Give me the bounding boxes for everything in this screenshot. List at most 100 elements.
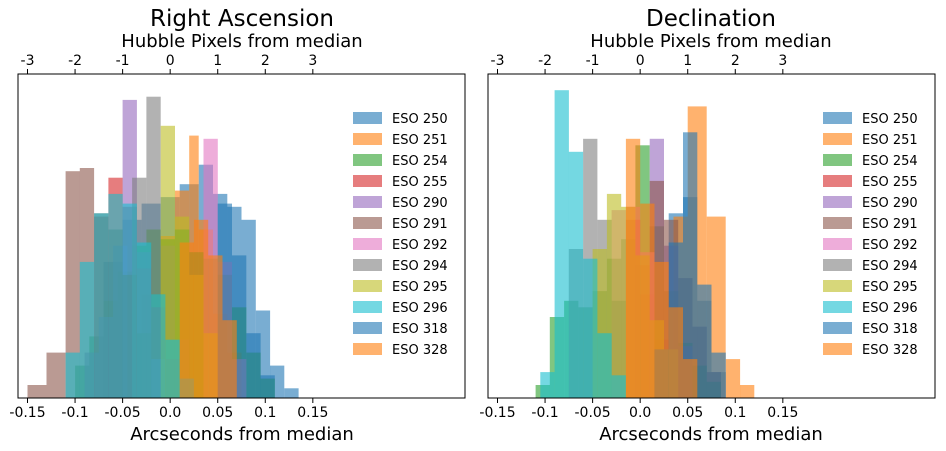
ra-bar-eso-296-5 [136, 242, 152, 398]
dec-x-tick-label-4: 0.05 [672, 405, 703, 421]
dec-legend-swatch-8 [823, 280, 852, 292]
ra-bar-eso-318-3 [260, 375, 275, 398]
dec-legend-label-11: ESO 328 [862, 343, 918, 358]
ra-legend-label-0: ESO 250 [392, 112, 448, 127]
dec-bar-eso-296-5 [611, 375, 626, 398]
ra-top-tick-label-1: -2 [68, 53, 82, 69]
ra-legend-label-8: ESO 295 [392, 280, 448, 295]
ra-x-tick-label-2: -0.05 [104, 405, 140, 421]
ra-legend-swatch-4 [353, 196, 382, 208]
dec-bar-eso-328-3 [668, 307, 683, 398]
ra-bar-eso-328-0 [179, 242, 194, 398]
dec-legend-label-8: ESO 295 [862, 280, 918, 295]
dec-legend-label-3: ESO 255 [862, 175, 918, 190]
dec-x-axis-label: Arcseconds from median [599, 424, 823, 445]
ra-legend-label-3: ESO 255 [392, 175, 448, 190]
dec-bar-eso-296-2 [568, 151, 584, 398]
ra-top-tick-label-0: -3 [21, 53, 35, 69]
dec-ticks: -0.15 -0.1 -0.05 0.0 0.05 0.1 0.15 -3 -2 -1 0 1 2 3 [479, 53, 798, 421]
ra-legend-label-10: ESO 318 [392, 322, 448, 337]
ra-x-tick-label-3: 0.0 [159, 405, 181, 421]
ra-legend-label-9: ESO 296 [392, 301, 448, 316]
ra-legend-label-5: ESO 291 [392, 217, 448, 232]
ra-legend-swatch-0 [353, 112, 382, 124]
dec-bar-eso-251-4 [740, 385, 755, 398]
ra-bar-eso-328-3 [222, 320, 237, 398]
ra-legend-swatch-5 [353, 217, 382, 229]
ra-top-tick-label-2: -1 [116, 53, 130, 69]
dec-legend-swatch-6 [823, 238, 852, 250]
dec-bar-eso-251-3 [725, 359, 741, 398]
ra-chart: Right Ascension Hubble Pixels from media… [9, 6, 466, 445]
dec-legend-label-1: ESO 251 [862, 133, 918, 148]
dec-top-tick-label-6: 3 [778, 53, 787, 69]
ra-top-axis-label: Hubble Pixels from median [121, 31, 362, 52]
ra-legend-label-4: ESO 290 [392, 196, 448, 211]
ra-bar-eso-296-1 [79, 261, 95, 398]
ra-top-tick-label-3: 0 [166, 53, 175, 69]
dec-legend-label-6: ESO 292 [862, 238, 918, 253]
ra-legend-label-1: ESO 251 [392, 133, 448, 148]
dec-x-tick-label-0: -0.15 [479, 405, 515, 421]
ra-legend-swatch-3 [353, 175, 382, 187]
dec-bar-eso-296-1 [554, 90, 569, 398]
dec-legend-swatch-11 [823, 343, 852, 355]
ra-bar-eso-291-2 [65, 171, 80, 398]
dec-legend-swatch-2 [823, 154, 852, 166]
dec-bar-eso-328-1 [640, 203, 655, 398]
dec-legend-swatch-7 [823, 259, 852, 271]
dec-top-tick-label-1: -2 [538, 53, 552, 69]
ra-top-tick-label-6: 3 [308, 53, 317, 69]
dec-legend-label-5: ESO 291 [862, 217, 918, 232]
dec-bar-eso-296-0 [540, 372, 555, 398]
dec-bar-eso-318-3 [697, 284, 712, 398]
ra-plot-frame [17, 73, 466, 399]
dec-top-axis-label: Hubble Pixels from median [590, 31, 831, 52]
dec-x-tick-label-1: -0.1 [531, 405, 558, 421]
dec-bar-eso-296-3 [583, 258, 598, 398]
ra-bar-eso-291-0 [27, 385, 47, 398]
dec-legend-swatch-10 [823, 322, 852, 334]
dec-top-tick-label-2: -1 [586, 53, 600, 69]
dec-bar-eso-328-2 [654, 261, 669, 398]
ra-x-tick-label-0: -0.15 [9, 405, 45, 421]
dec-x-tick-label-6: 0.15 [767, 405, 798, 421]
ra-legend-label-11: ESO 328 [392, 343, 448, 358]
ra-bar-eso-291-1 [46, 352, 66, 398]
dec-top-tick-label-5: 2 [731, 53, 740, 69]
ra-bar-eso-296-2 [94, 213, 109, 398]
ra-legend-swatch-6 [353, 238, 382, 250]
dec-x-tick-label-5: 0.1 [724, 405, 746, 421]
dec-plot-frame [487, 73, 936, 399]
ra-bar-eso-296-4 [122, 203, 137, 398]
ra-top-tick-label-5: 2 [261, 53, 270, 69]
ra-x-tick-label-5: 0.1 [254, 405, 276, 421]
dec-bar-eso-318-2 [683, 132, 698, 399]
ra-bar-eso-296-0 [65, 352, 80, 398]
ra-x-tick-label-6: 0.15 [297, 405, 328, 421]
dec-bars [535, 90, 755, 399]
dec-bar-eso-328-4 [683, 359, 698, 398]
dec-legend-label-0: ESO 250 [862, 112, 918, 127]
dec-top-tick-label-4: 1 [683, 53, 692, 69]
dec-legend-label-10: ESO 318 [862, 322, 918, 337]
dec-legend: ESO 250 ESO 251 ESO 254 ESO 255 ESO 290 ESO 2… [823, 112, 918, 358]
ra-bar-eso-318-2 [246, 333, 261, 398]
ra-legend-swatch-9 [353, 301, 382, 313]
dec-legend-swatch-0 [823, 112, 852, 124]
ra-bar-eso-296-6 [151, 294, 166, 398]
ra-legend-swatch-8 [353, 280, 382, 292]
ra-bar-eso-328-1 [193, 219, 209, 398]
dec-legend-label-7: ESO 294 [862, 259, 918, 274]
ra-legend-swatch-2 [353, 154, 382, 166]
dec-bar-eso-296-4 [597, 333, 612, 398]
dec-legend-label-9: ESO 296 [862, 301, 918, 316]
dec-legend-label-4: ESO 290 [862, 196, 918, 211]
dec-top-tick-label-3: 0 [636, 53, 645, 69]
ra-legend-swatch-11 [353, 343, 382, 355]
dec-x-tick-label-2: -0.05 [574, 405, 610, 421]
dec-legend-swatch-3 [823, 175, 852, 187]
ra-ticks: -0.15 -0.1 -0.05 0.0 0.05 0.1 0.15 -3 -2 -1 0 1 2 3 [9, 53, 328, 421]
ra-chart-title: Right Ascension [150, 6, 334, 32]
ra-bar-eso-250-11 [284, 388, 299, 398]
